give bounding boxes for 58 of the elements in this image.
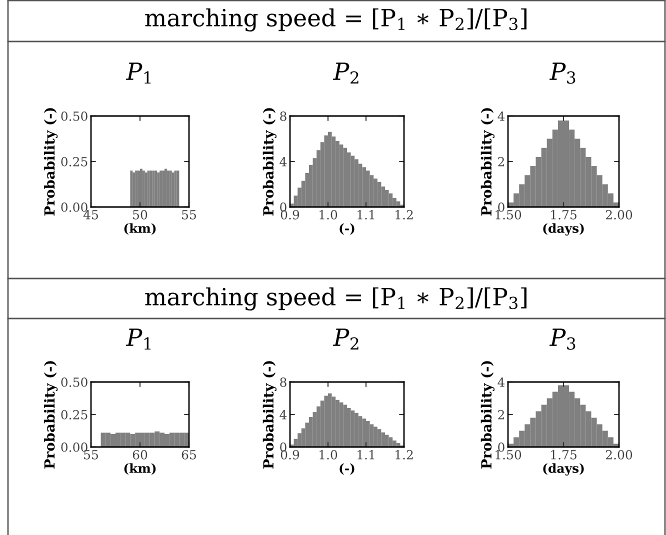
x-tick-label: 1.0 [320, 210, 338, 220]
text: marching speed = [P$_{1}$ ∗ P$_{2}$]/[P$_{3}$] [145, 287, 526, 310]
y-tick-label: 0.50 [61, 111, 88, 121]
y-axis-title: Probability (-) [44, 108, 58, 216]
chart-title: P$_{1}$ [126, 328, 151, 350]
x-tick-label: 2.00 [606, 450, 632, 460]
y-tick-label: 0 [498, 202, 504, 212]
x-tick-label: 0.9 [280, 450, 300, 460]
y-tick-label: 0.25 [61, 410, 88, 420]
x-tick-label: 45 [83, 210, 98, 220]
y-tick-label: 2 [498, 410, 504, 420]
y-tick-label: 8 [280, 111, 286, 121]
y-tick-label: 0.50 [61, 377, 88, 387]
y-tick-label: 4 [280, 156, 287, 166]
y-tick-label: 4 [498, 111, 505, 121]
x-tick-label: 1.0 [320, 450, 338, 460]
x-tick-label: 50 [133, 210, 148, 220]
chart-title: P$_{2}$ [332, 62, 358, 84]
x-tick-label: 1.2 [396, 450, 413, 460]
x-tick-label: 0.9 [280, 210, 300, 220]
y-tick-label: 0.00 [61, 202, 88, 212]
y-axis-title: Probability (-) [262, 108, 276, 216]
x-tick-label: 2.00 [606, 210, 632, 220]
y-axis-title: Probability (-) [480, 361, 494, 469]
x-tick-label: 1.1 [358, 210, 374, 220]
x-axis-title: (-) [340, 223, 354, 235]
y-axis-title: Probability (-) [480, 108, 494, 216]
x-tick-label: 65 [182, 450, 196, 460]
y-axis-title: Probability (-) [44, 361, 58, 469]
x-tick-label: 1.1 [358, 450, 374, 460]
chart-title: P$_{3}$ [549, 328, 576, 350]
y-tick-label: 0 [280, 202, 286, 212]
y-tick-label: 0 [280, 442, 286, 452]
x-tick-label: 1.75 [551, 210, 576, 220]
x-tick-label: 1.75 [551, 450, 576, 460]
chart-title: P$_{1}$ [126, 62, 151, 84]
x-axis-title: (days) [543, 463, 584, 476]
chart-title: P$_{2}$ [332, 328, 358, 350]
x-axis-title: (-) [340, 463, 354, 475]
text: marching speed = [P$_{1}$ ∗ P$_{2}$]/[P$_{3}$] [145, 8, 526, 32]
x-tick-label: 60 [132, 450, 148, 460]
x-axis-title: (km) [124, 223, 156, 235]
x-tick-label: 1.2 [396, 210, 413, 220]
y-tick-label: 0.00 [61, 442, 88, 452]
y-tick-label: 0.25 [61, 156, 88, 166]
x-axis-title: (days) [543, 223, 584, 236]
y-tick-label: 4 [498, 377, 505, 387]
x-axis-title: (km) [124, 463, 156, 475]
x-tick-label: 55 [182, 210, 196, 220]
y-tick-label: 0 [498, 442, 504, 452]
x-tick-label: 55 [84, 450, 98, 460]
chart-title: P$_{3}$ [549, 62, 576, 84]
y-tick-label: 2 [498, 156, 504, 166]
x-tick-label: 1.50 [496, 210, 522, 220]
y-tick-label: 8 [280, 377, 286, 387]
y-axis-title: Probability (-) [262, 361, 276, 469]
x-tick-label: 1.50 [496, 450, 522, 460]
y-tick-label: 4 [280, 410, 287, 420]
